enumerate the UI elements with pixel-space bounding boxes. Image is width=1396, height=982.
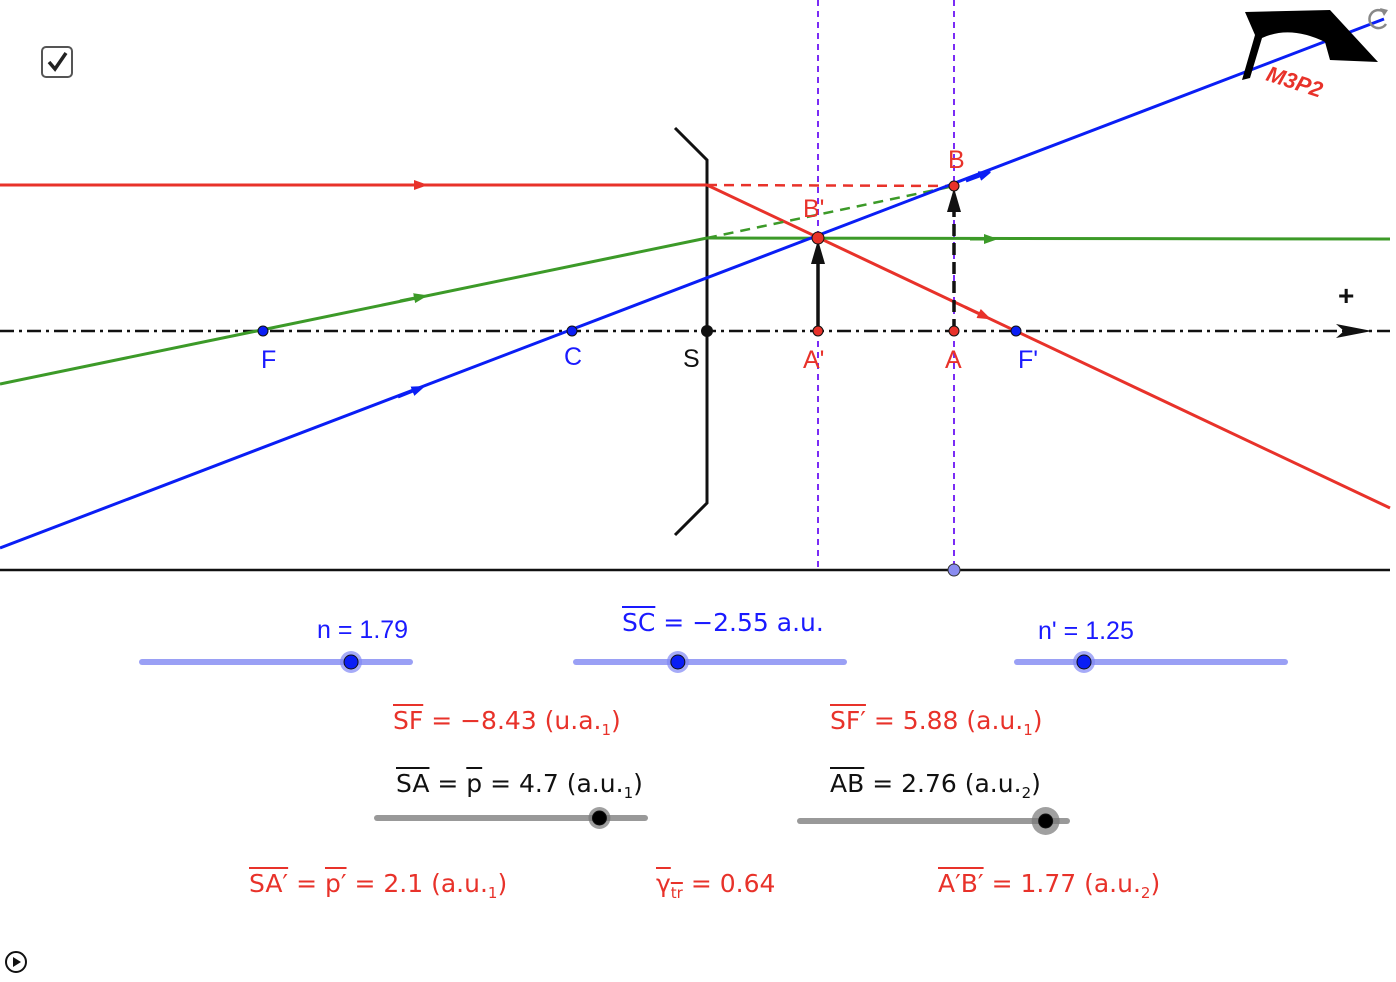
SF-prime-result: SF′ = 5.88 (a.u.1) — [830, 708, 1043, 738]
axis-positive-sign: + — [1338, 280, 1355, 311]
blue-ray — [0, 17, 1385, 550]
SF-value: −8.43 (u.a. — [460, 706, 602, 735]
slider-SC-knob[interactable] — [670, 654, 686, 670]
SF-result: SF = −8.43 (u.a.1) — [393, 708, 621, 738]
slider-AB-knob[interactable] — [1038, 813, 1054, 829]
object-arrowhead-icon — [947, 188, 961, 212]
SA-prime-result: SA′ = p′ = 2.1 (a.u.1) — [249, 871, 507, 901]
SA-value: 4.7 (a.u. — [519, 769, 624, 798]
toggle-checkbox[interactable] — [41, 46, 73, 78]
gamma-name: γ — [656, 869, 671, 898]
play-icon[interactable] — [5, 951, 27, 973]
label-F-prime: F' — [1018, 346, 1039, 374]
paren: ) — [497, 869, 508, 898]
label-B-prime: B' — [803, 195, 825, 223]
slider-n-label: n = 1.79 — [317, 618, 408, 643]
paren: ) — [611, 706, 621, 735]
label-B: B — [948, 146, 965, 174]
sub: 1 — [601, 721, 612, 739]
eq: = — [337, 616, 353, 644]
slider-n_prime-knob[interactable] — [1076, 654, 1092, 670]
n-prime-value: 1.25 — [1085, 617, 1134, 645]
label-A-prime: A' — [803, 346, 825, 374]
p-prime-name: p′ — [324, 869, 347, 898]
AB-prime-value: 1.77 (a.u. — [1020, 869, 1141, 898]
SF-prime-value: 5.88 (a.u. — [902, 706, 1024, 735]
eq: = — [431, 706, 453, 735]
label-A: A — [945, 346, 962, 374]
eq: = — [437, 769, 459, 798]
red-ray-virtual — [706, 183, 955, 188]
point-C[interactable] — [566, 325, 578, 337]
AB-name: AB — [830, 769, 865, 798]
SF-name: SF — [393, 706, 424, 735]
SC-name: SC — [622, 608, 656, 637]
green-ray-virtual — [706, 184, 955, 240]
n-name: n — [317, 616, 331, 644]
label-C: C — [564, 343, 583, 371]
slider-n-prime-label: n' = 1.25 — [1038, 619, 1134, 644]
SC-value: −2.55 a.u. — [692, 608, 824, 637]
slider-SC-label: SC = −2.55 a.u. — [622, 610, 824, 635]
paren: ) — [633, 769, 643, 798]
eq: = — [663, 608, 685, 637]
point-S[interactable] — [701, 325, 713, 337]
m3p2-logo: M3P2 — [1242, 10, 1378, 103]
object-position-handle[interactable] — [947, 563, 961, 577]
n-prime-name: n' — [1038, 617, 1057, 645]
point-F[interactable] — [257, 325, 269, 337]
gamma-value: 0.64 — [719, 869, 776, 898]
green-ray-incident — [0, 236, 708, 386]
green-ray-arrow — [399, 297, 420, 301]
point-F-prime[interactable] — [1010, 325, 1022, 337]
SA-prime-value: 2.1 (a.u. — [383, 869, 488, 898]
sub: 2 — [1140, 884, 1151, 902]
paren: ) — [1032, 706, 1043, 735]
blue-ray-arrow-2 — [965, 174, 985, 183]
svg-text:M3P2: M3P2 — [1263, 61, 1326, 103]
sub: 2 — [1021, 784, 1032, 802]
reset-icon[interactable] — [1368, 8, 1388, 30]
label-S: S — [683, 345, 700, 373]
paren: ) — [1031, 769, 1041, 798]
point-B[interactable] — [948, 180, 960, 192]
slider-SA-label: SA = p = 4.7 (a.u.1) — [396, 771, 643, 801]
eq: = — [872, 769, 894, 798]
point-A-prime[interactable] — [812, 325, 824, 337]
SF-prime-name: SF′ — [830, 706, 866, 735]
point-B-prime[interactable] — [811, 231, 825, 245]
gamma-result: γtr = 0.64 — [656, 871, 775, 901]
p-name: p — [466, 769, 483, 798]
SA-prime-name: SA′ — [249, 869, 289, 898]
SA-name: SA — [396, 769, 430, 798]
sub: tr — [670, 884, 683, 902]
red-ray-arrow-2 — [964, 305, 984, 316]
eq: = — [1063, 617, 1079, 645]
label-F: F — [261, 346, 277, 374]
blue-ray-arrow — [397, 389, 418, 399]
AB-prime-result: A′B′ = 1.77 (a.u.2) — [938, 871, 1160, 901]
point-A[interactable] — [948, 325, 960, 337]
AB-value: 2.76 (a.u. — [901, 769, 1022, 798]
sub: 1 — [487, 884, 498, 902]
sub: 1 — [623, 784, 634, 802]
slider-AB-label: AB = 2.76 (a.u.2) — [830, 771, 1041, 801]
AB-prime-name: A′B′ — [938, 869, 984, 898]
eq: = — [690, 869, 712, 898]
sub: 1 — [1023, 721, 1033, 739]
axis-arrow-icon — [1336, 324, 1372, 338]
eq: = — [490, 769, 512, 798]
paren: ) — [1150, 869, 1161, 898]
eq: = — [991, 869, 1013, 898]
eq: = — [296, 869, 318, 898]
n-value: 1.79 — [359, 616, 409, 644]
image-arrowhead-icon — [811, 240, 825, 264]
slider-SA-knob[interactable] — [591, 810, 607, 826]
eq: = — [354, 869, 376, 898]
checkmark-icon — [47, 52, 68, 72]
slider-n-knob[interactable] — [343, 654, 359, 670]
eq: = — [873, 706, 895, 735]
